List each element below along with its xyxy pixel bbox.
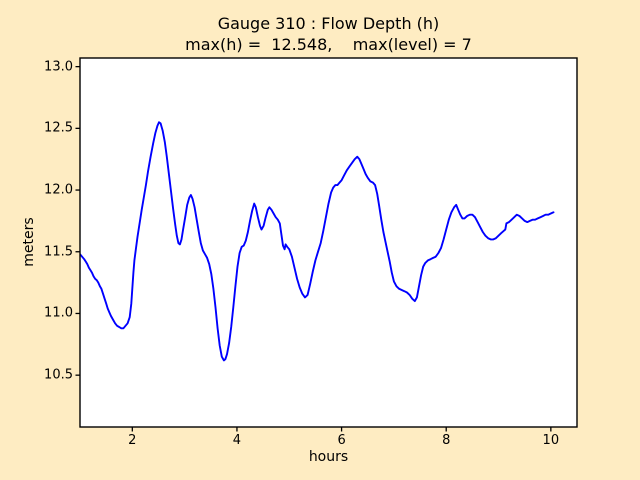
flow-depth-line	[80, 121, 555, 362]
y-tick-label: 12.0	[44, 182, 73, 198]
x-axis-label: hours	[308, 449, 349, 465]
chart-title: Gauge 310 : Flow Depth (h)	[217, 14, 440, 33]
x-tick-label: 2	[128, 433, 137, 448]
y-tick-label: 13.0	[44, 59, 73, 75]
chart-subtitle: max(h) = 12.548, max(level) = 7	[185, 35, 472, 54]
x-tick-label: 10	[542, 433, 560, 448]
plot-area	[80, 58, 577, 427]
x-tick-label: 6	[337, 433, 346, 448]
chart-title-block: Gauge 310 : Flow Depth (h) max(h) = 12.5…	[80, 13, 577, 55]
axes-frame	[79, 57, 578, 428]
y-tick-label: 11.5	[44, 244, 73, 260]
y-tick-label: 11.0	[44, 305, 73, 321]
y-tick-label: 12.5	[44, 120, 73, 136]
y-tick-label: 10.5	[44, 367, 73, 383]
x-tick-label: 8	[442, 433, 451, 448]
x-tick-label: 4	[232, 433, 242, 448]
y-axis-label: meters	[21, 217, 37, 267]
